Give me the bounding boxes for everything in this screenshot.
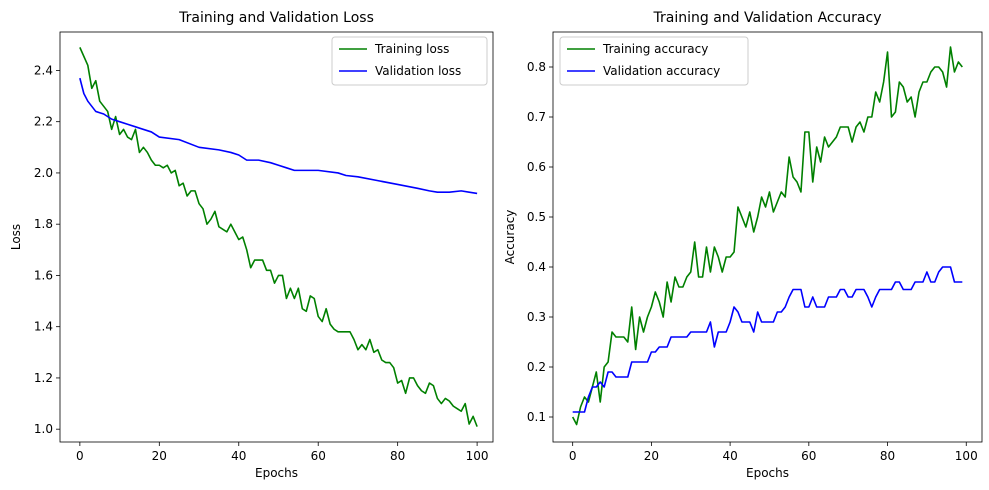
loss-legend-label-training: Training loss [374, 42, 449, 56]
loss-legend-box [331, 36, 488, 86]
accuracy-legend-label-validation: Validation accuracy [603, 64, 720, 78]
loss-legend-label-validation: Validation loss [375, 64, 461, 78]
loss-y-tick-label: 1.0 [34, 422, 53, 436]
loss-x-tick-label: 100 [466, 449, 489, 463]
loss-y-ticks: 1.0 1.2 1.4 1.6 1.8 2.0 2.2 2.4 [34, 63, 60, 436]
loss-plot-area [60, 32, 493, 442]
accuracy-x-tick-label: 20 [644, 449, 659, 463]
accuracy-x-axis-label: Epochs [746, 466, 789, 480]
loss-series [79, 47, 478, 427]
accuracy-y-tick-label: 0.6 [527, 160, 546, 174]
accuracy-x-tick-label: 60 [801, 449, 816, 463]
loss-y-axis-label: Loss [9, 224, 23, 250]
loss-y-tick-label: 2.2 [34, 115, 53, 129]
accuracy-axes-frame [552, 31, 983, 443]
accuracy-chart-title: Training and Validation Accuracy [653, 10, 882, 26]
accuracy-y-tick-label: 0.7 [527, 110, 546, 124]
accuracy-series [571, 46, 963, 426]
loss-axes-frame [59, 31, 494, 443]
accuracy-y-tick-label: 0.2 [527, 360, 546, 374]
accuracy-x-tick-label: 80 [880, 449, 895, 463]
loss-x-tick-label: 60 [311, 449, 326, 463]
accuracy-y-tick-label: 0.5 [527, 210, 546, 224]
accuracy-x-tick-label: 100 [955, 449, 978, 463]
loss-y-tick-label: 2.4 [34, 63, 53, 77]
accuracy-legend-label-training: Training accuracy [602, 42, 708, 56]
loss-x-tick-label: 20 [152, 449, 167, 463]
accuracy-y-ticks: 0.1 0.2 0.3 0.4 0.5 0.6 0.7 0.8 [527, 60, 553, 424]
accuracy-y-tick-label: 0.4 [527, 260, 546, 274]
loss-y-tick-label: 1.6 [34, 268, 53, 282]
loss-y-tick-label: 2.0 [34, 166, 53, 180]
accuracy-x-tick-label: 40 [722, 449, 737, 463]
accuracy-y-tick-label: 0.8 [527, 60, 546, 74]
validation-loss-line [79, 77, 478, 195]
loss-y-tick-label: 1.4 [34, 320, 53, 334]
validation-accuracy-line [572, 266, 963, 413]
accuracy-legend-box [559, 36, 749, 86]
accuracy-x-ticks: 0 20 40 60 80 100 [569, 442, 978, 463]
loss-panel: 0 20 40 60 80 100 1.0 1.2 1.4 1.6 1.8 2.0 2.2 2.4 Tr… [9, 10, 494, 480]
loss-x-tick-label: 0 [76, 449, 84, 463]
loss-x-tick-label: 80 [390, 449, 405, 463]
loss-chart-title: Training and Validation Loss [178, 10, 374, 26]
accuracy-panel: 0 20 40 60 80 100 0.1 0.2 0.3 0.4 0.5 0.6 0.7 0.8 Tr… [503, 10, 983, 480]
loss-y-tick-label: 1.2 [34, 371, 53, 385]
accuracy-plot-area [553, 32, 982, 442]
loss-y-tick-label: 1.8 [34, 217, 53, 231]
accuracy-y-tick-label: 0.1 [527, 410, 546, 424]
loss-x-tick-label: 40 [231, 449, 246, 463]
training-loss-line [79, 47, 478, 427]
accuracy-y-tick-label: 0.3 [527, 310, 546, 324]
accuracy-x-tick-label: 0 [569, 449, 577, 463]
accuracy-legend: Training accuracy Validation accuracy [559, 36, 749, 86]
loss-x-axis-label: Epochs [255, 466, 298, 480]
training-accuracy-line [571, 46, 963, 426]
loss-legend: Training loss Validation loss [331, 36, 488, 86]
loss-x-ticks: 0 20 40 60 80 100 [76, 442, 489, 463]
accuracy-y-axis-label: Accuracy [503, 210, 517, 265]
